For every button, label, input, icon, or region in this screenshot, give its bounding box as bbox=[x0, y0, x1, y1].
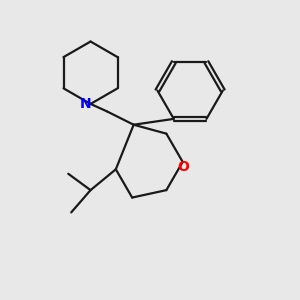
Text: O: O bbox=[177, 160, 189, 174]
Text: N: N bbox=[80, 97, 91, 111]
